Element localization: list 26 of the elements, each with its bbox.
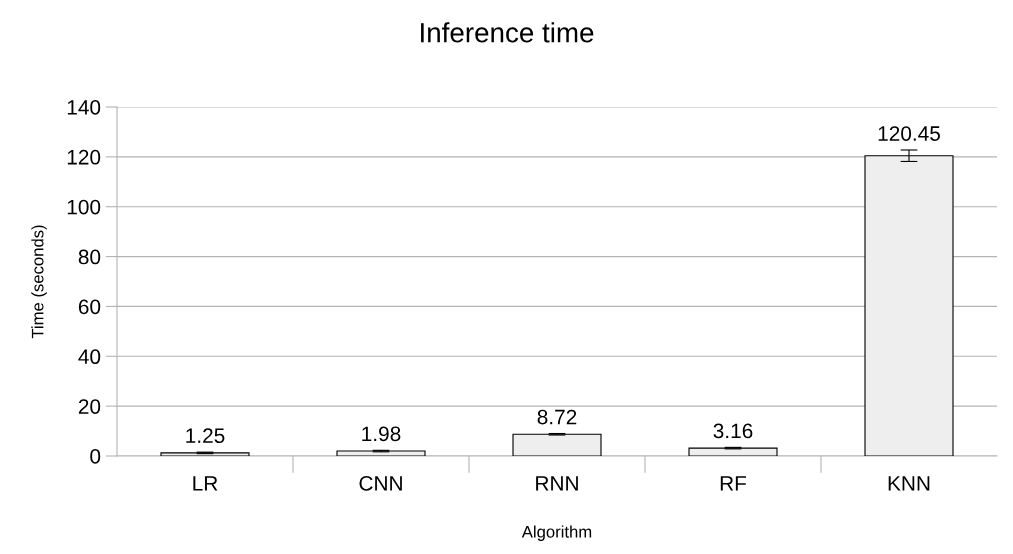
data-label: 120.45 (878, 126, 940, 141)
y-tick-label: 20 (78, 399, 101, 414)
x-tick-label: LR (193, 476, 218, 491)
x-tick-label: RF (720, 476, 747, 491)
x-tick-label: KNN (888, 476, 930, 491)
data-label: 1.98 (362, 426, 401, 442)
x-tick-label: RNN (536, 476, 578, 491)
chart-title: Inference time (421, 22, 594, 43)
bar (336, 450, 426, 456)
bar (688, 447, 778, 456)
y-tick-label: 60 (78, 299, 101, 315)
data-label: 8.72 (537, 409, 577, 425)
y-tick-label: 40 (78, 349, 101, 365)
y-tick-label: 0 (90, 449, 101, 464)
x-axis-title: Algorithm (521, 525, 592, 541)
bar (864, 155, 954, 456)
y-axis-title: Time (seconds) (31, 225, 47, 339)
bar (160, 452, 250, 456)
y-tick-label: 140 (67, 100, 101, 115)
data-label: 3.16 (713, 423, 753, 439)
y-tick-label: 80 (78, 249, 101, 265)
y-tick-label: 100 (67, 199, 101, 215)
x-tick-label: CNN (359, 475, 402, 491)
data-label: 1.25 (186, 428, 225, 444)
bar (512, 433, 602, 456)
y-tick-label: 120 (67, 149, 101, 165)
